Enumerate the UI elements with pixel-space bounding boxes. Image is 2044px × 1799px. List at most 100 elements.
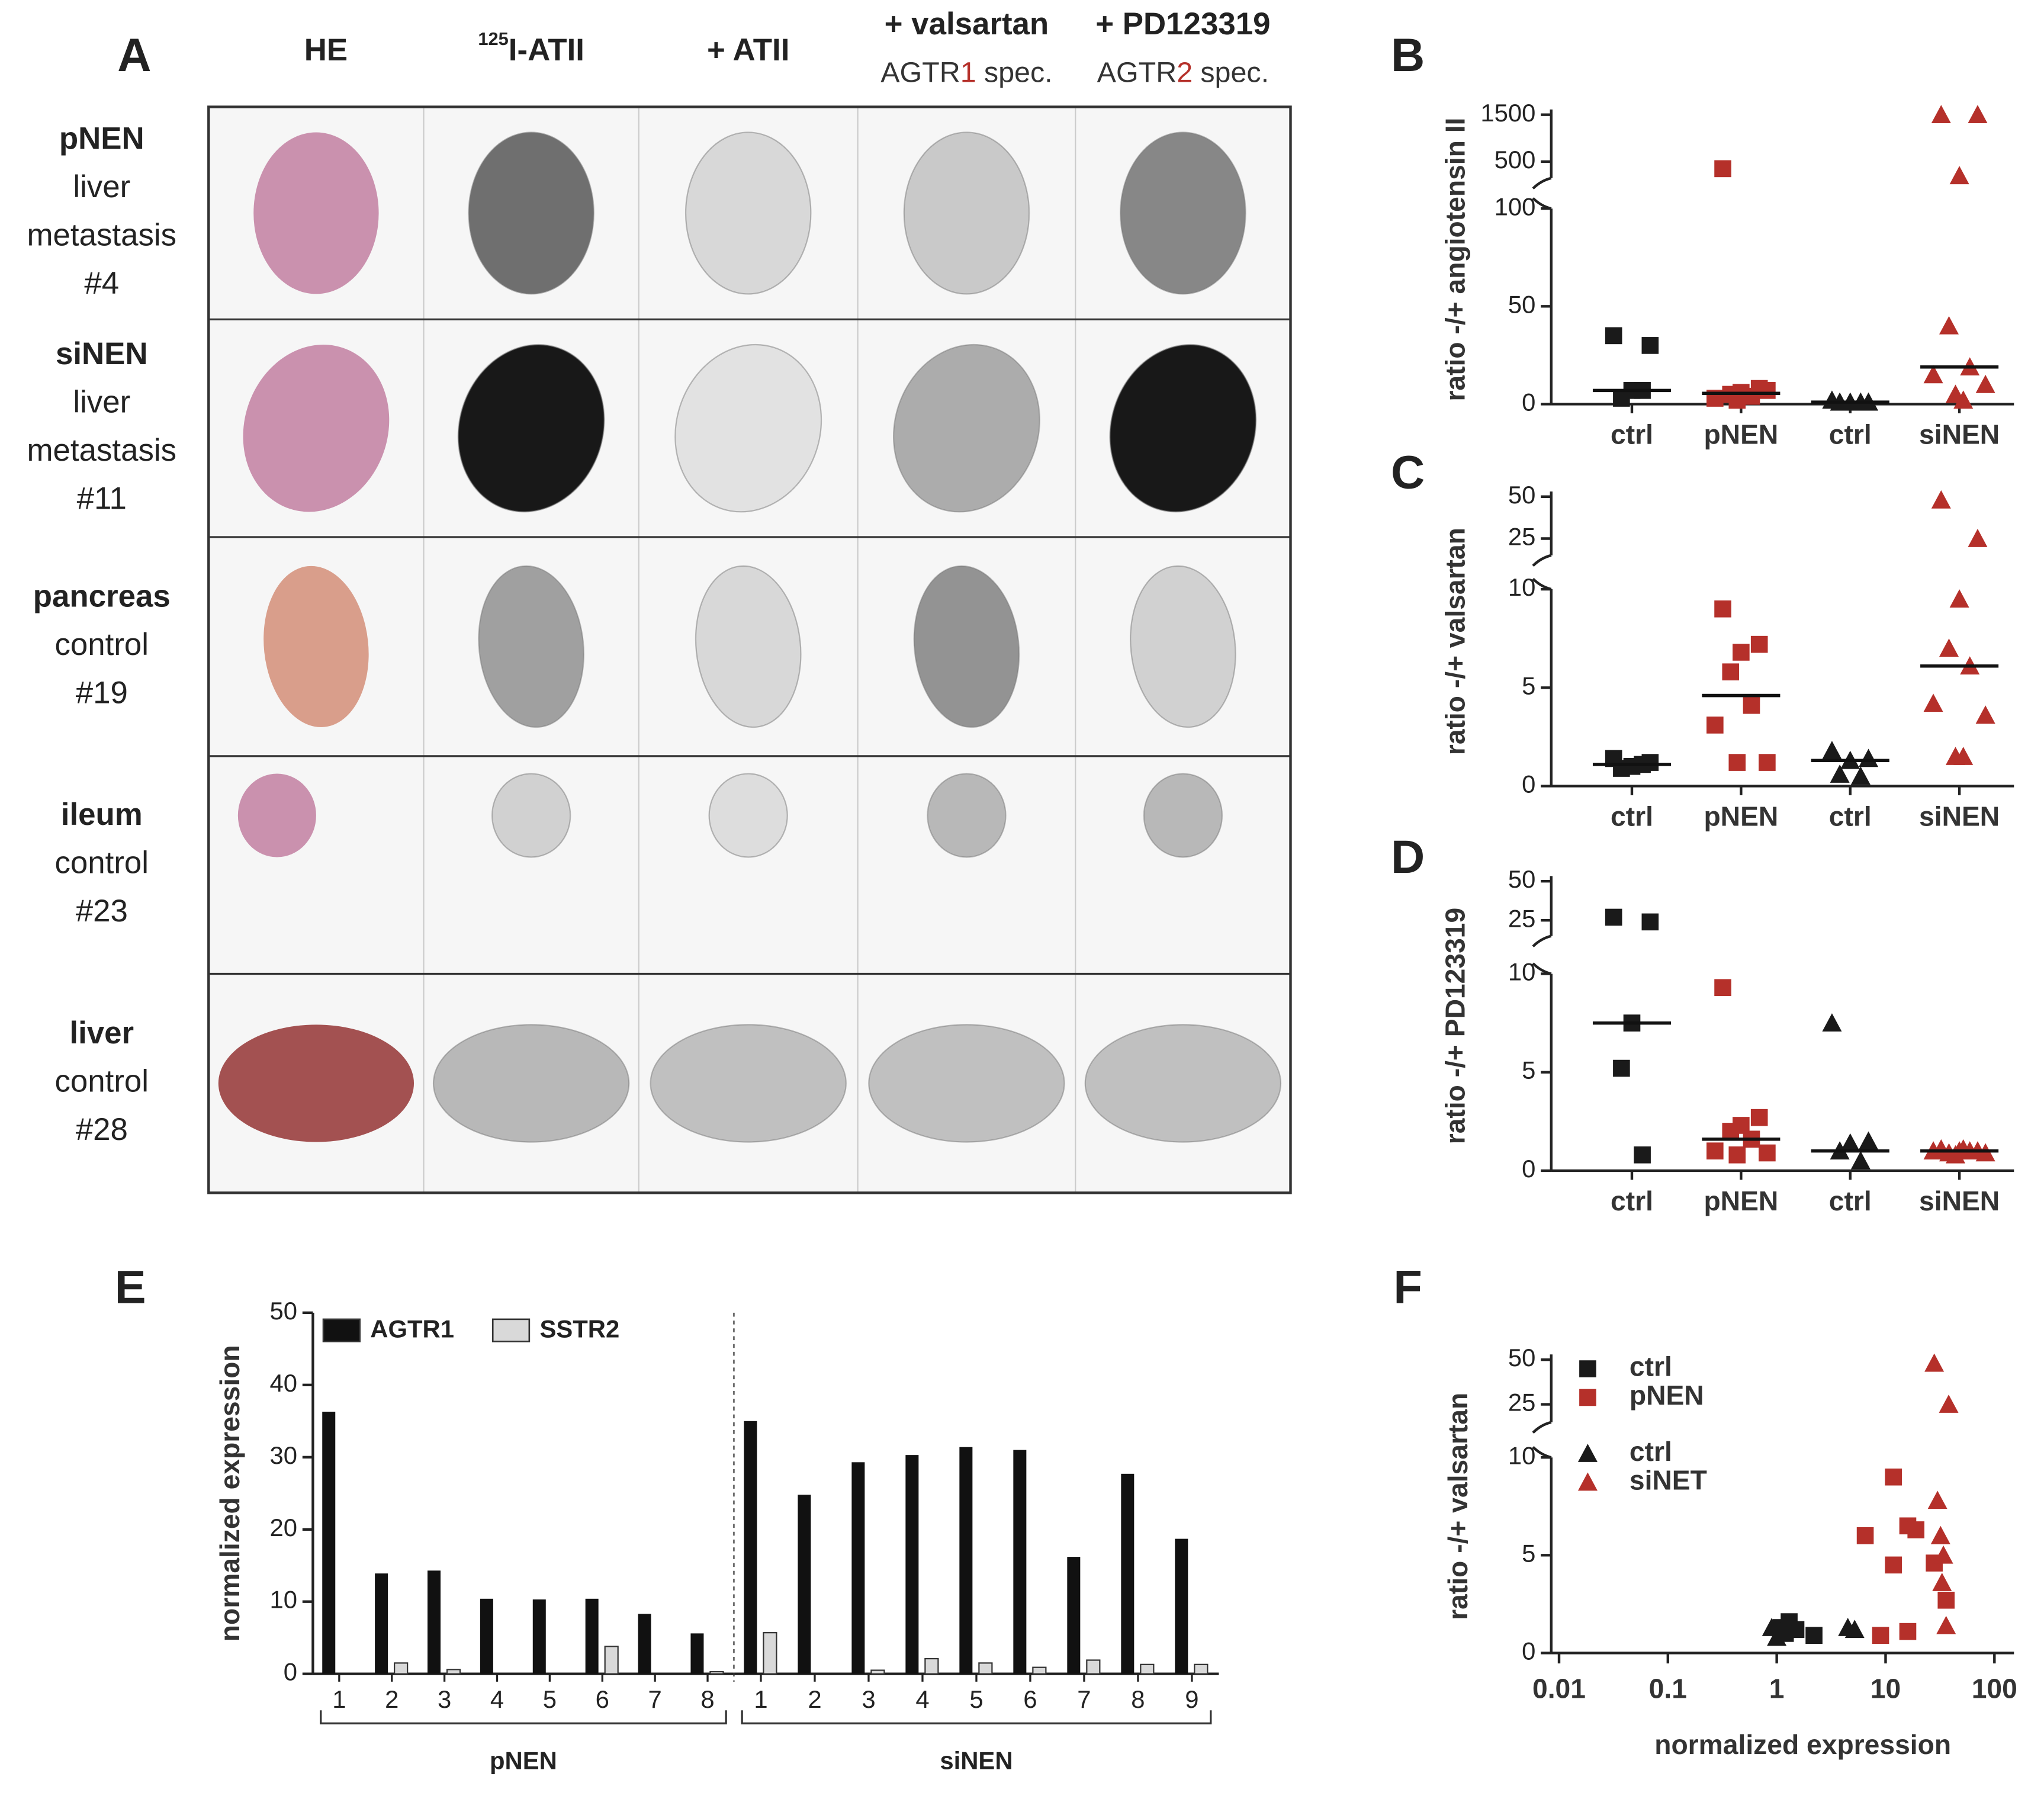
y-tick-label: 50	[1508, 481, 1536, 509]
marker-square	[1743, 696, 1760, 714]
group-label: siNEN	[940, 1746, 1013, 1774]
x-tick-label: siNEN	[1919, 419, 2000, 450]
header-text: HE	[304, 33, 348, 68]
tissue-section	[253, 132, 379, 294]
x-tick-label: 4	[915, 1685, 929, 1713]
group-label: pNEN	[490, 1746, 557, 1774]
marker-triangle	[1930, 1525, 1950, 1544]
column-header: + ATII	[707, 33, 789, 68]
row-name: pNEN	[59, 121, 144, 156]
image-grid-bg	[208, 107, 1291, 1193]
marker-triangle	[1975, 374, 1995, 393]
x-tick-label: ctrl	[1829, 419, 1872, 450]
x-tick-label: 8	[1131, 1685, 1145, 1713]
row-name: liver	[69, 1016, 134, 1051]
marker-triangle	[1949, 589, 1969, 608]
marker-square	[1899, 1623, 1917, 1640]
marker-triangle	[1850, 766, 1871, 785]
panel-label: F	[1393, 1260, 1422, 1313]
tissue-section	[695, 565, 802, 728]
y-tick-label: 5	[1522, 1056, 1535, 1084]
y-axis-label: ratio -/+ valsartan	[1440, 528, 1471, 755]
spec-prefix: AGTR	[880, 56, 960, 88]
marker-triangle	[1924, 1353, 1945, 1372]
column-header: HE	[304, 33, 348, 68]
marker-triangle	[1939, 638, 1959, 657]
bar	[870, 1669, 885, 1675]
column-spec: AGTR2 spec.	[1097, 56, 1269, 88]
marker-square	[1750, 1109, 1768, 1126]
x-tick-label: 9	[1185, 1685, 1198, 1713]
marker-square	[1872, 1627, 1889, 1644]
bar	[1086, 1659, 1101, 1675]
spec-suffix: spec.	[1200, 56, 1269, 88]
x-tick-label: 1	[754, 1685, 767, 1713]
tissue-section	[237, 773, 316, 857]
y-axis-label: ratio -/+ PD123319	[1440, 908, 1471, 1144]
x-tick-label: 3	[438, 1685, 451, 1713]
marker-triangle	[1850, 1151, 1871, 1170]
x-tick-label: 3	[862, 1685, 875, 1713]
x-tick-label: 7	[1077, 1685, 1091, 1713]
bar	[1194, 1663, 1209, 1675]
x-tick-label: 10	[1871, 1673, 1901, 1704]
bar	[322, 1411, 336, 1674]
axis-break	[1532, 554, 1552, 591]
x-tick-label: 7	[648, 1685, 662, 1713]
bar	[690, 1633, 704, 1674]
marker-triangle	[1767, 1627, 1787, 1646]
tissue-section	[457, 343, 605, 513]
marker-triangle	[1933, 1545, 1953, 1564]
marker-square	[1605, 327, 1622, 345]
marker-square	[1634, 1146, 1651, 1164]
marker-square	[1733, 644, 1750, 661]
legend-label: pNEN	[1630, 1380, 1704, 1411]
legend-swatch	[322, 1318, 361, 1342]
marker-triangle	[1775, 1614, 1795, 1633]
y-tick-label: 500	[1495, 146, 1536, 174]
x-tick-label: 1	[1769, 1673, 1785, 1704]
y-tick-label: 10	[1508, 1441, 1536, 1469]
y-tick-label: 50	[1508, 290, 1536, 318]
tissue-section	[1143, 773, 1223, 858]
marker-triangle	[1822, 741, 1842, 759]
bar	[638, 1614, 651, 1674]
x-tick-label: siNEN	[1919, 1186, 2000, 1216]
x-tick-label: ctrl	[1611, 1186, 1653, 1216]
marker-triangle	[1822, 1013, 1842, 1032]
row-line: #23	[76, 894, 128, 929]
column-header: + PD123319	[1095, 7, 1270, 41]
marker-triangle	[1830, 764, 1850, 783]
bar	[428, 1570, 441, 1674]
marker-square	[1759, 754, 1776, 771]
y-tick-label: 0	[1522, 388, 1535, 416]
row-name: siNEN	[56, 336, 148, 371]
marker-square	[1759, 382, 1776, 399]
tissue-section	[243, 345, 390, 512]
y-tick-label: 5	[1522, 672, 1535, 699]
bar	[480, 1598, 493, 1674]
bar	[1175, 1538, 1188, 1674]
x-tick-label: 6	[596, 1685, 609, 1713]
row-name: ileum	[61, 797, 143, 832]
bar	[851, 1462, 865, 1674]
row-line: #19	[76, 675, 128, 710]
y-tick-label: 25	[1508, 523, 1536, 551]
marker-triangle	[1859, 1131, 1879, 1150]
row-line: metastasis	[27, 433, 176, 468]
marker-square	[1706, 1142, 1724, 1159]
x-tick-label: ctrl	[1611, 419, 1653, 450]
marker-triangle	[1931, 105, 1951, 124]
column-header: 125I-ATII	[478, 28, 584, 68]
tissue-section	[1120, 131, 1246, 295]
group-bracket	[741, 1710, 1212, 1724]
tissue-section	[708, 773, 788, 858]
marker-triangle	[1953, 747, 1974, 765]
tissue-section	[650, 1024, 847, 1143]
marker-triangle	[1953, 390, 1974, 409]
bar	[1032, 1666, 1047, 1675]
x-axis-label: normalized expression	[1654, 1729, 1951, 1760]
tissue-section	[218, 1024, 414, 1142]
bar	[744, 1421, 757, 1674]
y-tick-label: 50	[269, 1297, 297, 1325]
